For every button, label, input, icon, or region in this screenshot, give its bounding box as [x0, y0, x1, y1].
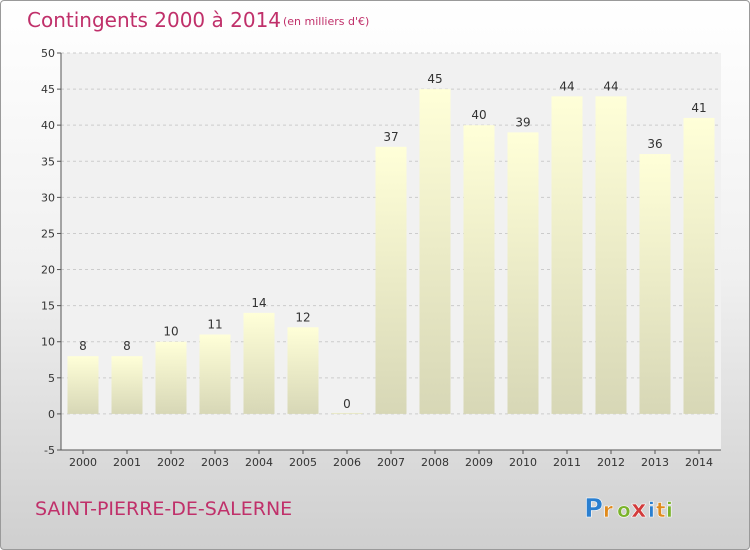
- data-label-2009: 40: [471, 108, 486, 122]
- x-tick-label-2000: 2000: [69, 456, 97, 469]
- data-label-2013: 36: [647, 137, 662, 151]
- bar-2012: [595, 96, 627, 414]
- x-tick-label-2003: 2003: [201, 456, 229, 469]
- x-tick-label-2005: 2005: [289, 456, 317, 469]
- brand-letter: o: [617, 498, 631, 522]
- place-name: SAINT-PIERRE-DE-SALERNE: [35, 498, 292, 520]
- brand-letter: i: [648, 498, 655, 522]
- y-tick-label: 25: [41, 227, 55, 240]
- brand-letter: t: [656, 498, 666, 522]
- brand-letter: i: [666, 498, 673, 522]
- bar-2011: [551, 96, 583, 414]
- x-tick-label-2007: 2007: [377, 456, 405, 469]
- bar-2010: [507, 132, 539, 414]
- y-tick-label: 50: [41, 47, 55, 60]
- y-tick-label: 10: [41, 336, 55, 349]
- x-tick-label-2006: 2006: [333, 456, 361, 469]
- data-label-2012: 44: [603, 79, 618, 93]
- x-tick-label-2002: 2002: [157, 456, 185, 469]
- chart-title: Contingents 2000 à 2014: [27, 8, 281, 32]
- bar-2007: [375, 146, 407, 414]
- bar-2005: [287, 327, 319, 414]
- x-tick-label-2001: 2001: [113, 456, 141, 469]
- data-label-2007: 37: [383, 130, 398, 144]
- data-label-2005: 12: [295, 310, 310, 324]
- data-label-2014: 41: [691, 101, 706, 115]
- data-label-2004: 14: [251, 296, 266, 310]
- x-tick-label-2013: 2013: [641, 456, 669, 469]
- data-label-2010: 39: [515, 115, 530, 129]
- data-label-2008: 45: [427, 72, 442, 86]
- y-tick-label: -5: [44, 444, 55, 457]
- x-tick-label-2010: 2010: [509, 456, 537, 469]
- bar-2014: [683, 117, 715, 414]
- bar-2003: [199, 334, 231, 414]
- x-tick-label-2004: 2004: [245, 456, 273, 469]
- y-tick-label: 20: [41, 264, 55, 277]
- x-tick-label-2008: 2008: [421, 456, 449, 469]
- data-label-2006: 0: [343, 397, 351, 411]
- x-tick-label-2014: 2014: [685, 456, 713, 469]
- chart-subtitle: (en milliers d'€): [283, 15, 369, 28]
- y-tick-label: 15: [41, 300, 55, 313]
- bar-2013: [639, 154, 671, 414]
- data-label-2011: 44: [559, 79, 574, 93]
- y-tick-label: 40: [41, 119, 55, 132]
- y-tick-label: 30: [41, 191, 55, 204]
- bar-2000: [67, 356, 99, 414]
- bar-2006: [331, 412, 363, 414]
- bar-2001: [111, 356, 143, 414]
- brand-letter: P: [584, 494, 603, 524]
- plot-area: -5 0 5 10 15 20 25 30 35 40 45 50 8 2000 8 2001 10 2002 11…: [41, 47, 721, 469]
- data-label-2000: 8: [79, 339, 87, 353]
- data-label-2001: 8: [123, 339, 131, 353]
- data-label-2002: 10: [163, 325, 178, 339]
- bar-2004: [243, 312, 275, 414]
- y-tick-label: 5: [48, 372, 55, 385]
- bar-2009: [463, 125, 495, 414]
- x-tick-label-2009: 2009: [465, 456, 493, 469]
- x-tick-label-2012: 2012: [597, 456, 625, 469]
- y-tick-label: 0: [48, 408, 55, 421]
- y-tick-label: 35: [41, 155, 55, 168]
- brand-letter: x: [631, 495, 647, 523]
- data-label-2003: 11: [207, 318, 222, 332]
- brand-letter: r: [603, 498, 613, 522]
- y-tick-label: 45: [41, 83, 55, 96]
- bar-2008: [419, 89, 451, 414]
- bar-2002: [155, 341, 187, 414]
- x-tick-label-2011: 2011: [553, 456, 581, 469]
